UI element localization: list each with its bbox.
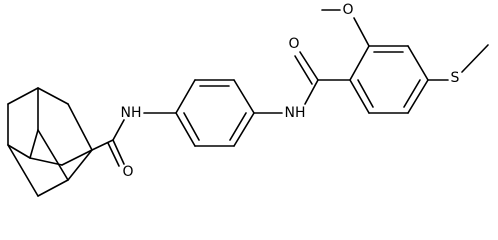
atom-label: O [288, 36, 299, 52]
atom-label: NH [121, 105, 142, 121]
atom-label: O [122, 164, 133, 180]
atom-label: O [342, 2, 353, 18]
atom-label: S [451, 70, 460, 86]
bonds [7, 9, 489, 197]
molecule-diagram: O NH NH O O S [7, 2, 489, 197]
atom-label: NH [285, 105, 306, 121]
atom-labels: O NH NH O O S [121, 2, 460, 180]
